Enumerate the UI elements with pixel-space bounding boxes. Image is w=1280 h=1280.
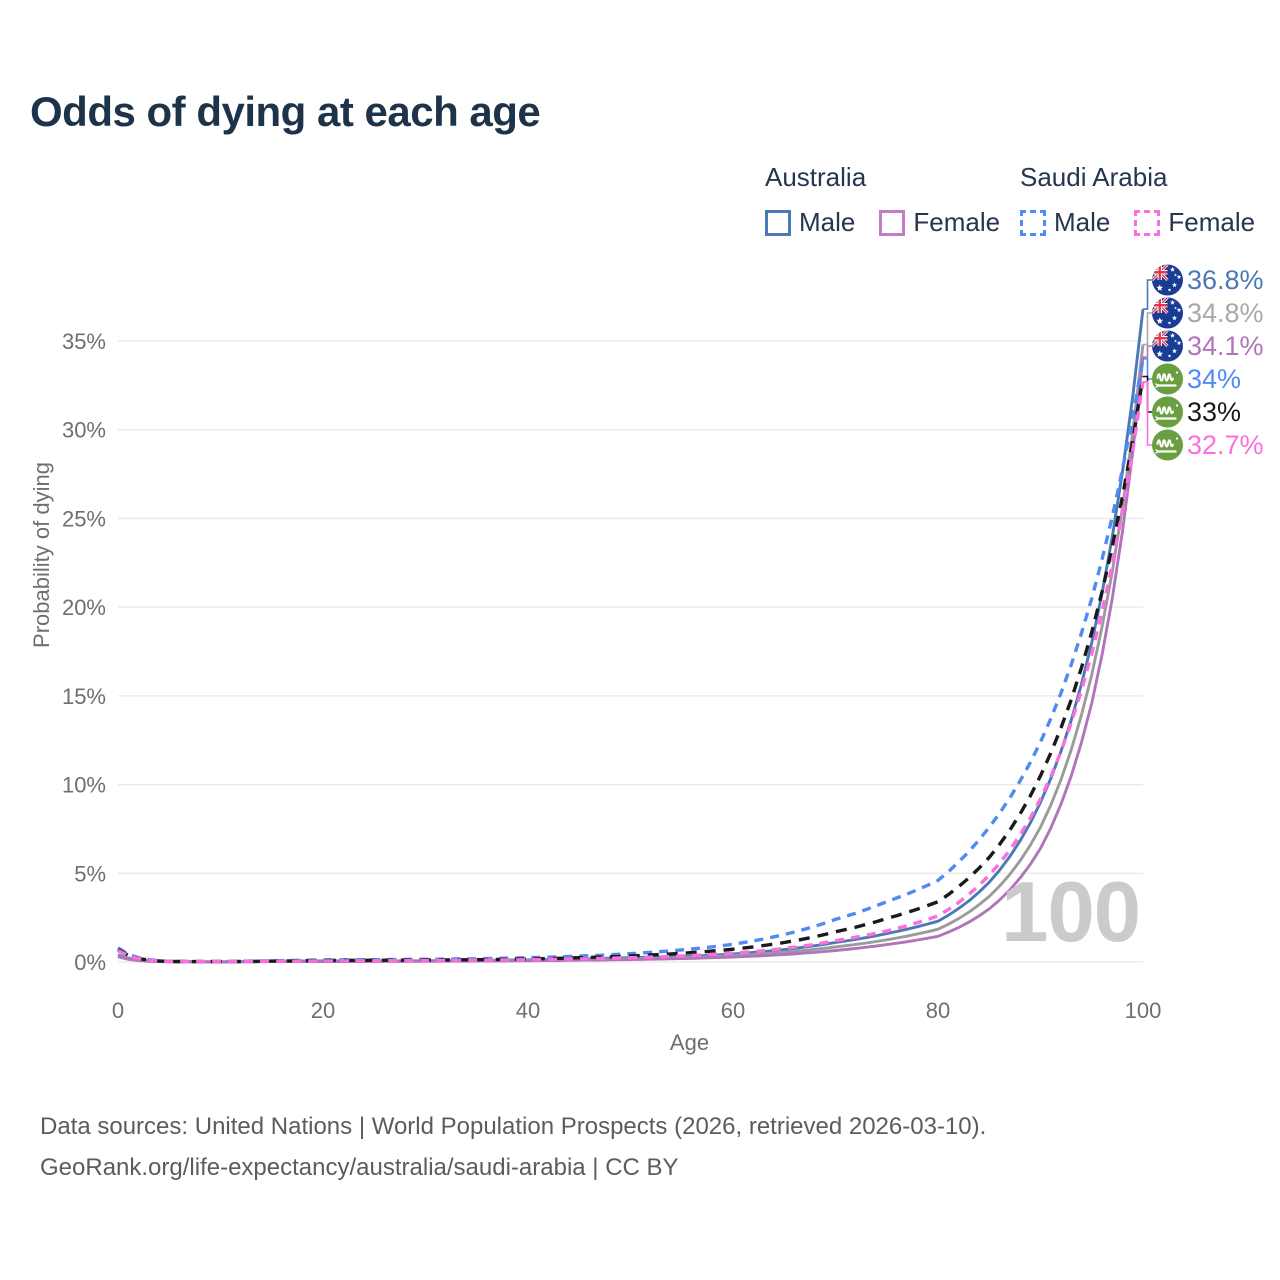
saudi-arabia-flag-icon: [1152, 429, 1183, 461]
australia-flag-icon: [1152, 330, 1183, 362]
legend-swatch: [1134, 209, 1161, 236]
legend-item-saudi-arabia-female[interactable]: Female: [1134, 207, 1255, 238]
leader-line: [1143, 381, 1152, 446]
y-tick-label: 10%: [62, 773, 106, 798]
page-title: Odds of dying at each age: [30, 88, 541, 135]
legend-item-label: Female: [913, 207, 1001, 237]
y-tick-label: 5%: [74, 861, 106, 886]
x-tick-label: 40: [516, 998, 540, 1023]
y-tick-label: 25%: [62, 506, 106, 531]
leader-line: [1143, 312, 1152, 346]
legend-group-saudi-arabia: Saudi Arabia Male Female: [1020, 162, 1279, 238]
footer-source-line: Data sources: United Nations | World Pop…: [40, 1113, 987, 1140]
legend-group-australia: Australia Male Female: [765, 162, 1024, 238]
end-label-value: 34%: [1187, 364, 1241, 394]
end-label-value: 36.8%: [1187, 265, 1264, 295]
x-tick-label: 0: [112, 998, 124, 1023]
legend-swatch: [765, 209, 791, 236]
x-tick-label: 100: [1125, 998, 1162, 1023]
saudi-arabia-flag-icon: [1152, 396, 1183, 428]
end-label-value: 33%: [1187, 397, 1241, 427]
series-lines: [117, 308, 1145, 964]
saudi-arabia-flag-icon: [1152, 363, 1183, 395]
footer-attribution-line: GeoRank.org/life-expectancy/australia/sa…: [40, 1154, 679, 1181]
axis-ticks: 0% 5% 10% 15% 20% 25% 30% 35% 0 20 40 60 80 100: [62, 329, 1161, 1023]
age-watermark: 100: [1001, 865, 1141, 960]
legend-item-label: Female: [1168, 207, 1256, 237]
y-axis-label: Probability of dying: [29, 462, 54, 648]
legend-country-label: Australia: [765, 162, 867, 192]
series-line-sau_male[interactable]: [117, 358, 1145, 964]
y-tick-label: 30%: [62, 418, 106, 443]
legend-item-label: Male: [1054, 207, 1111, 237]
end-label-value: 34.1%: [1187, 331, 1264, 361]
x-tick-label: 20: [311, 998, 335, 1023]
series-line-sau_female[interactable]: [117, 381, 1145, 964]
end-labels: 36.8%34.8%34.1%34%33%32.7%: [1143, 264, 1264, 461]
legend-swatch: [1020, 209, 1046, 236]
legend-item-australia-male[interactable]: Male: [765, 207, 855, 238]
leader-line: [1143, 345, 1152, 358]
legend-item-australia-female[interactable]: Female: [879, 207, 1000, 238]
leader-line: [1143, 357, 1152, 380]
x-tick-label: 80: [926, 998, 950, 1023]
y-tick-label: 20%: [62, 595, 106, 620]
australia-flag-icon: [1152, 297, 1183, 329]
footer: Data sources: United Nations | World Pop…: [40, 1106, 986, 1188]
x-axis-label: Age: [669, 1030, 710, 1055]
end-label-value: 34.8%: [1187, 298, 1264, 328]
australia-flag-icon: [1152, 264, 1183, 296]
legend-item-label: Male: [799, 207, 856, 237]
legend-swatch: [879, 209, 906, 236]
end-label-value: 32.7%: [1187, 430, 1264, 460]
x-tick-label: 60: [721, 998, 745, 1023]
legend-country-label: Saudi Arabia: [1020, 162, 1168, 192]
y-tick-label: 0%: [74, 950, 106, 975]
y-tick-label: 15%: [62, 684, 106, 709]
legend-item-saudi-arabia-male[interactable]: Male: [1020, 207, 1110, 238]
y-tick-label: 35%: [62, 329, 106, 354]
leader-line: [1143, 279, 1152, 310]
